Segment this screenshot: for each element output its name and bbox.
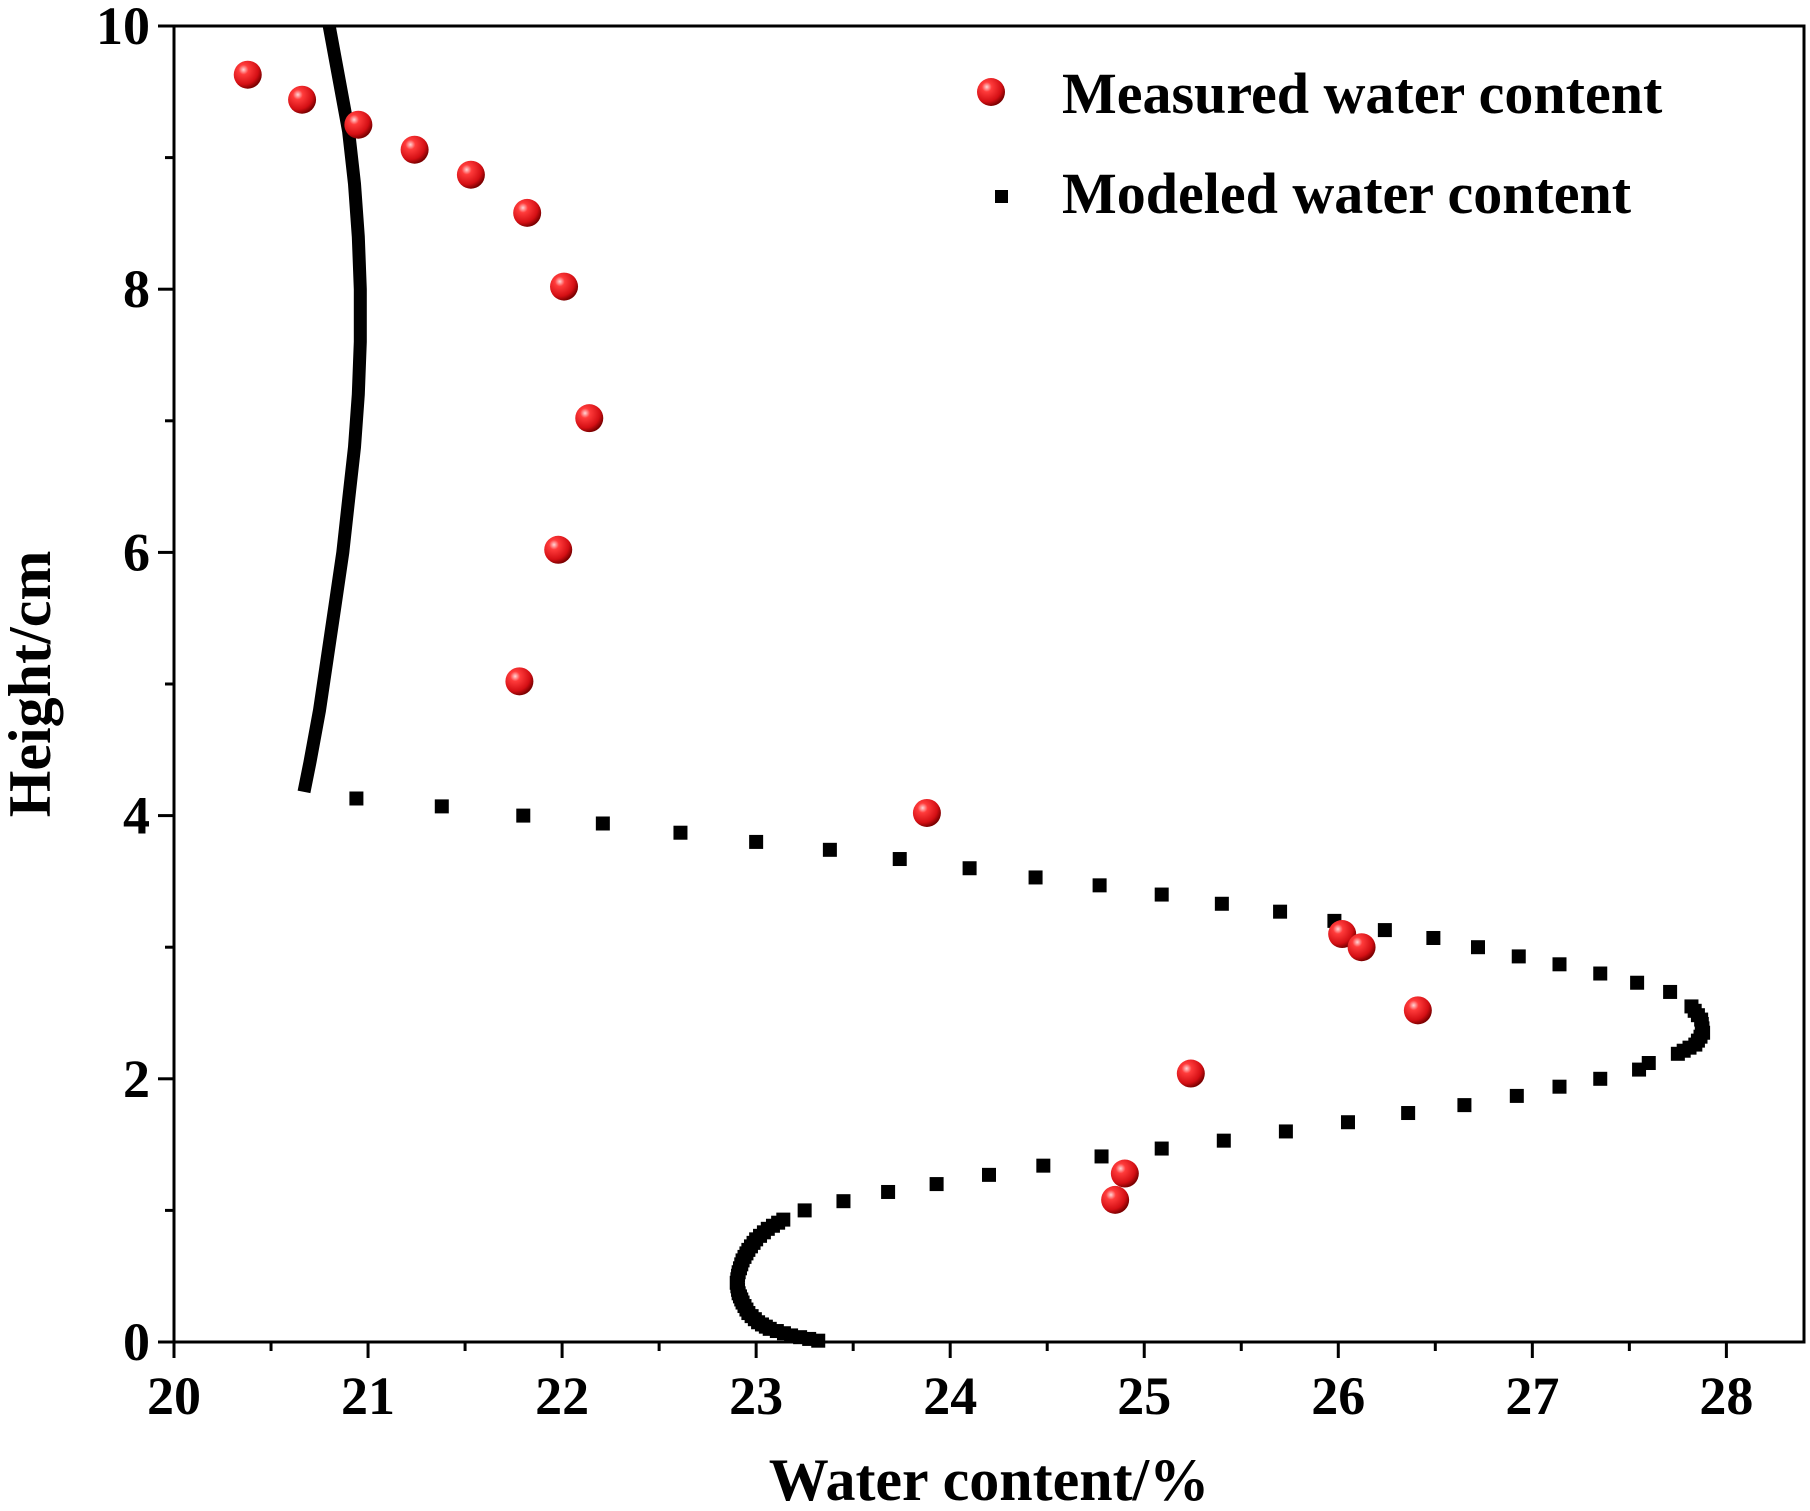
measured-point: [912, 798, 941, 827]
legend-measured-label: Measured water content: [1062, 61, 1663, 126]
y-tick-label: 4: [123, 786, 150, 846]
modeled-point: [1154, 887, 1169, 902]
x-tick-label: 24: [923, 1366, 977, 1426]
modeled-point: [1028, 870, 1043, 885]
modeled-point: [1426, 930, 1441, 945]
measured-point: [1101, 1185, 1130, 1214]
modeled-point: [892, 852, 907, 867]
measured-point: [344, 110, 373, 139]
measured-point: [505, 667, 534, 696]
measured-point: [513, 198, 542, 227]
axis-titles: Water content/% Height/cm: [0, 551, 1209, 1511]
x-tick-label: 20: [147, 1366, 201, 1426]
modeled-point: [802, 1331, 817, 1346]
modeled-point: [929, 1177, 944, 1192]
y-axis-title: Height/cm: [0, 551, 63, 818]
measured-series: [233, 60, 1432, 1214]
legend: Measured water content Modeled water con…: [977, 61, 1663, 226]
modeled-point: [822, 842, 837, 857]
modeled-curve-upper: [297, 24, 367, 794]
modeled-point: [1092, 878, 1107, 893]
modeled-point: [1663, 984, 1678, 999]
modeled-point: [1630, 975, 1645, 990]
x-tick-label: 25: [1117, 1366, 1171, 1426]
modeled-point: [1278, 1124, 1293, 1139]
x-tick-label: 21: [341, 1366, 395, 1426]
measured-point: [1403, 996, 1432, 1025]
modeled-point: [349, 791, 364, 806]
y-tick-label: 10: [96, 0, 150, 56]
modeled-point: [1401, 1106, 1416, 1121]
measured-point: [544, 535, 573, 564]
measured-point: [1110, 1159, 1139, 1188]
modeled-point: [836, 1194, 851, 1209]
modeled-point: [1273, 904, 1288, 919]
modeled-point: [797, 1203, 812, 1218]
x-tick-label: 26: [1311, 1366, 1365, 1426]
modeled-point: [1216, 1133, 1231, 1148]
modeled-point: [749, 834, 764, 849]
measured-point: [400, 135, 429, 164]
modeled-point: [434, 799, 449, 814]
y-tick-label: 2: [123, 1049, 150, 1109]
legend-modeled-marker: [995, 190, 1008, 203]
modeled-point: [1154, 1141, 1169, 1156]
legend-modeled-label: Modeled water content: [1062, 161, 1632, 226]
modeled-point: [1593, 966, 1608, 981]
modeled-point: [1377, 923, 1392, 938]
modeled-point: [1094, 1149, 1109, 1164]
modeled-point: [881, 1184, 896, 1199]
x-tick-label: 23: [729, 1366, 783, 1426]
modeled-point: [1036, 1158, 1051, 1173]
modeled-point: [758, 1319, 773, 1334]
measured-point: [575, 404, 604, 433]
modeled-series: [297, 24, 1711, 1348]
modeled-point: [516, 808, 531, 823]
measured-point: [288, 85, 317, 114]
measured-point: [233, 60, 262, 89]
x-tick-label: 22: [535, 1366, 589, 1426]
modeled-point: [1676, 1043, 1691, 1058]
x-axis-title: Water content/%: [769, 1447, 1209, 1511]
y-tick-label: 6: [123, 522, 150, 582]
modeled-point: [776, 1326, 791, 1341]
modeled-point: [1552, 957, 1567, 972]
measured-point: [1176, 1059, 1205, 1088]
modeled-point: [1509, 1088, 1524, 1103]
y-tick-label: 8: [123, 259, 150, 319]
measured-point: [1347, 933, 1376, 962]
x-tick-label: 28: [1699, 1366, 1753, 1426]
modeled-point: [1471, 940, 1485, 955]
measured-point: [550, 272, 579, 301]
measured-point: [456, 160, 485, 189]
modeled-point: [595, 816, 610, 831]
y-tick-label: 0: [123, 1312, 150, 1372]
modeled-point: [673, 825, 688, 840]
x-tick-label: 27: [1505, 1366, 1559, 1426]
modeled-point: [982, 1167, 996, 1182]
modeled-point: [1457, 1098, 1472, 1113]
modeled-point: [1632, 1062, 1647, 1077]
modeled-point: [1552, 1079, 1567, 1094]
modeled-point: [1340, 1115, 1355, 1130]
modeled-point: [1593, 1071, 1608, 1086]
modeled-point: [962, 861, 977, 876]
modeled-point: [1214, 896, 1229, 911]
legend-measured-marker: [977, 78, 1005, 106]
modeled-point: [1511, 949, 1526, 964]
